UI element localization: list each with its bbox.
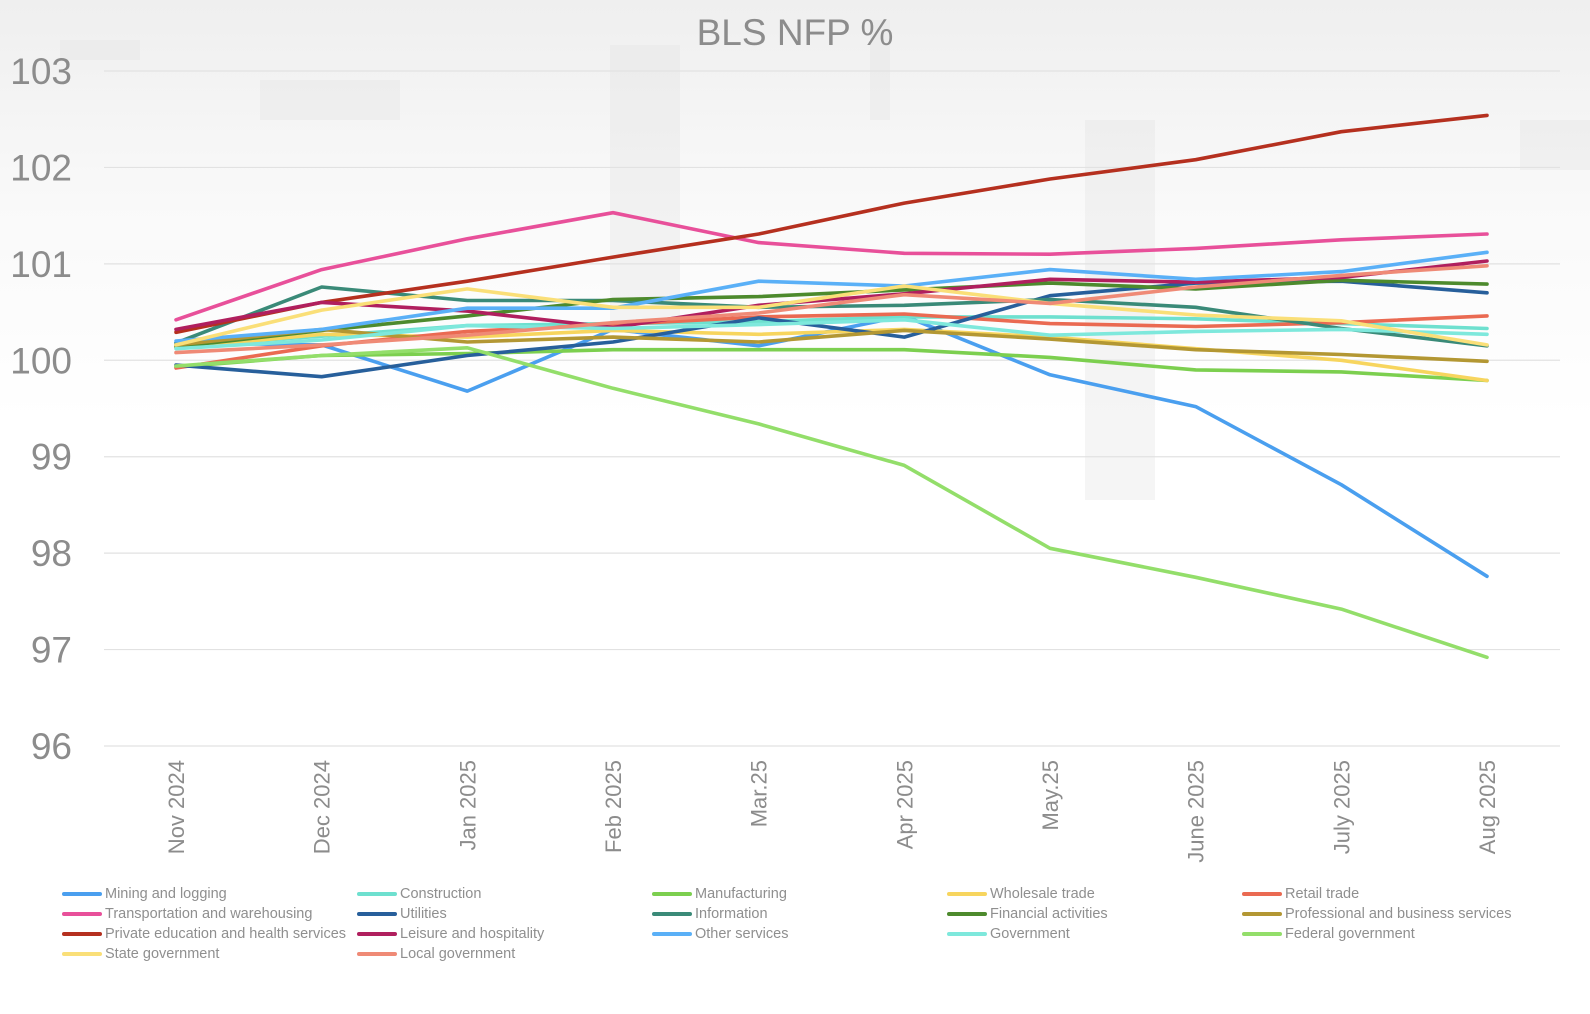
legend-item: Other services [652, 925, 947, 943]
legend-item: Government [947, 925, 1242, 943]
legend-item: Financial activities [947, 905, 1242, 923]
legend-label: Information [695, 906, 768, 922]
legend-item: Wholesale trade [947, 885, 1242, 903]
legend-label: Local government [400, 946, 516, 962]
legend-label: Wholesale trade [990, 886, 1095, 902]
x-tick-label: Mar.25 [747, 760, 772, 827]
legend-item: Information [652, 905, 947, 923]
x-tick-label: Feb 2025 [601, 760, 626, 853]
series-line-construction [174, 315, 1489, 348]
legend-swatch [62, 932, 102, 936]
legend-label: Other services [695, 926, 789, 942]
y-tick-label: 100 [10, 340, 72, 381]
legend-label: Federal government [1285, 926, 1415, 942]
legend-item: Transportation and warehousing [62, 905, 357, 923]
x-tick-label: Aug 2025 [1475, 760, 1500, 854]
series-line-federal-government [174, 345, 1489, 660]
y-tick-label: 99 [31, 437, 72, 478]
legend-swatch [1242, 912, 1282, 916]
background-decoration [60, 40, 140, 60]
y-tick-label: 96 [31, 726, 72, 767]
x-tick-label: Jan 2025 [455, 760, 480, 851]
y-axis-ticks: 96 97 98 99 100 101 102 103 [10, 51, 72, 767]
x-tick-label: Nov 2024 [164, 760, 189, 854]
legend-label: Construction [400, 886, 482, 902]
x-tick-label: July 2025 [1329, 760, 1354, 854]
y-tick-label: 101 [10, 244, 72, 285]
legend-item: Utilities [357, 905, 652, 923]
legend-item: Federal government [1242, 925, 1542, 943]
legend-swatch [947, 932, 987, 936]
series-line-transportation-and-warehousing [174, 210, 1489, 322]
line-chart: 96 97 98 99 100 101 102 103 Nov 2024 Dec 2024 Jan… [10, 51, 1560, 863]
legend-item: Construction [357, 885, 652, 903]
gridlines [104, 70, 1560, 747]
legend-label: Professional and business services [1285, 906, 1512, 922]
legend-item: Local government [357, 945, 652, 963]
legend-swatch [652, 892, 692, 896]
y-tick-label: 98 [31, 533, 72, 574]
x-tick-label: Dec 2024 [310, 760, 335, 854]
series-lines [174, 113, 1489, 660]
legend-label: Government [990, 926, 1070, 942]
legend-label: Retail trade [1285, 886, 1360, 902]
legend-swatch [947, 892, 987, 896]
series-line-state-government [174, 284, 1489, 347]
y-tick-label: 103 [10, 51, 72, 92]
legend-swatch [1242, 932, 1282, 936]
legend-label: Manufacturing [695, 886, 787, 902]
legend-swatch [1242, 892, 1282, 896]
series-line-government [174, 317, 1489, 351]
series-line-other-services [174, 250, 1489, 343]
legend-label: Mining and logging [105, 886, 227, 902]
background-decoration [260, 80, 400, 120]
y-tick-label: 97 [31, 630, 72, 671]
legend-swatch [357, 932, 397, 936]
background-decoration [1520, 120, 1590, 170]
legend-item: Professional and business services [1242, 905, 1542, 923]
legend-label: Private education and health services [105, 926, 347, 942]
chart-title: BLS NFP % [696, 12, 894, 53]
legend-swatch [357, 912, 397, 916]
legend-label: Financial activities [990, 906, 1108, 922]
legend-label: Leisure and hospitality [400, 926, 545, 942]
legend-swatch [652, 912, 692, 916]
legend: Mining and logging Construction Manufactur… [62, 885, 1582, 963]
series-line-private-education-and-health-services [174, 113, 1489, 335]
legend-item: Retail trade [1242, 885, 1542, 903]
legend-item: Private education and health services [62, 925, 357, 943]
legend-item: Manufacturing [652, 885, 947, 903]
series-line-financial-activities [174, 278, 1489, 349]
legend-label: Utilities [400, 906, 447, 922]
series-line-manufacturing [174, 347, 1489, 383]
x-axis-ticks: Nov 2024 Dec 2024 Jan 2025 Feb 2025 Mar.25 Ap… [164, 760, 1500, 863]
y-tick-label: 102 [10, 147, 72, 188]
x-tick-label: June 2025 [1184, 760, 1209, 863]
legend-swatch [62, 912, 102, 916]
legend-swatch [357, 952, 397, 956]
legend-item: Leisure and hospitality [357, 925, 652, 943]
x-tick-label: May.25 [1038, 760, 1063, 831]
series-line-professional-and-business-services [174, 327, 1489, 364]
legend-label: State government [105, 946, 220, 962]
legend-swatch [62, 952, 102, 956]
legend-swatch [62, 892, 102, 896]
legend-item: State government [62, 945, 357, 963]
legend-swatch [947, 912, 987, 916]
legend-swatch [652, 932, 692, 936]
series-line-local-government [174, 263, 1489, 355]
x-tick-label: Apr 2025 [892, 760, 917, 849]
background-decoration [870, 20, 890, 120]
background-decoration [610, 45, 680, 325]
legend-swatch [357, 892, 397, 896]
legend-label: Transportation and warehousing [105, 906, 313, 922]
legend-item: Mining and logging [62, 885, 357, 903]
